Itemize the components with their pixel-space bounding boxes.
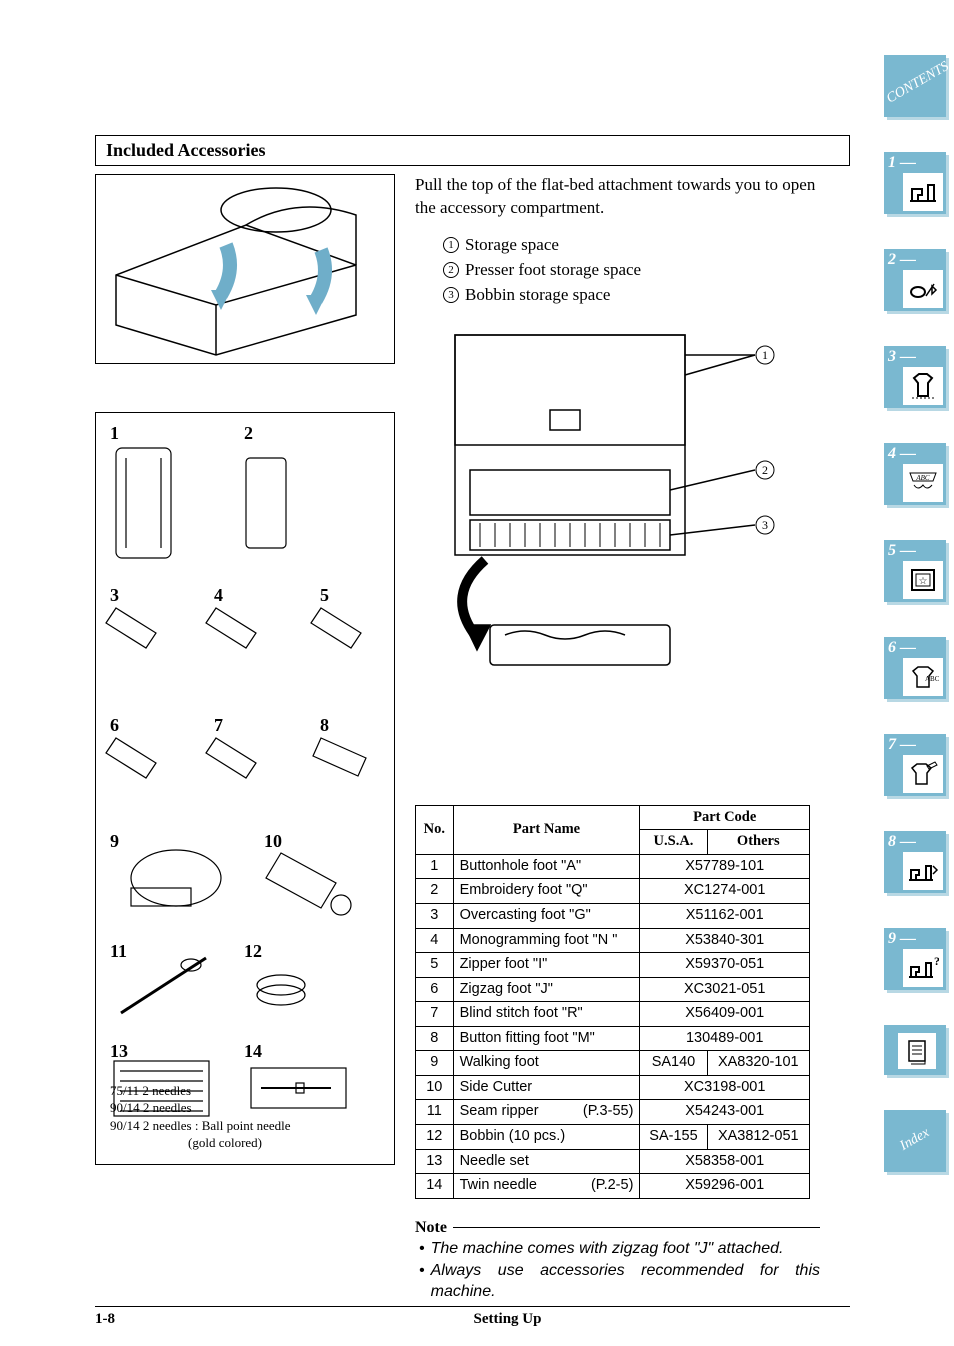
- tab-chapter-9[interactable]: 9 —?!: [884, 928, 946, 990]
- machine-alert-icon: ?!: [903, 949, 943, 987]
- compartment-legend: 1 Storage space 2 Presser foot storage spa…: [443, 234, 820, 307]
- svg-text:1: 1: [762, 348, 768, 362]
- svg-text:2: 2: [762, 463, 768, 477]
- tab-appendix[interactable]: [884, 1025, 946, 1075]
- needle-set-note: 75/11 2 needles 90/14 2 needles 90/14 2 …: [110, 1082, 291, 1152]
- two-column-layout: 1 2 3 4 5 6 7 8 9 10 11 12 13 14: [95, 165, 850, 1303]
- th-others: Others: [707, 830, 809, 855]
- table-row: 13Needle setX58358-001: [416, 1149, 810, 1174]
- tab-chapter-8[interactable]: 8 —: [884, 831, 946, 893]
- th-name: Part Name: [453, 805, 640, 854]
- compartment-diagram: 1 2 3: [415, 325, 810, 685]
- left-column: 1 2 3 4 5 6 7 8 9 10 11 12 13 14: [95, 174, 395, 1303]
- svg-text:ABC: ABC: [915, 474, 930, 482]
- legend-num-1: 1: [443, 237, 459, 253]
- tab-contents-label: CONTENTS: [884, 63, 946, 108]
- page-number: 1-8: [95, 1311, 165, 1328]
- table-row: 2Embroidery foot "Q"XC1274-001: [416, 879, 810, 904]
- tab-chapter-3[interactable]: 3 —: [884, 346, 946, 408]
- tab-chapter-7[interactable]: 7 —: [884, 734, 946, 796]
- page-footer: 1-8 Setting Up: [95, 1306, 850, 1328]
- document-icon: [898, 1033, 936, 1069]
- legend-text-2: Presser foot storage space: [465, 259, 641, 282]
- note-heading: Note: [415, 1217, 447, 1239]
- tab-contents[interactable]: CONTENTS: [884, 55, 946, 117]
- svg-text:?!: ?!: [934, 955, 939, 968]
- section-header: Included Accessories: [95, 135, 850, 165]
- footer-title: Setting Up: [165, 1311, 850, 1328]
- th-usa: U.S.A.: [640, 830, 707, 855]
- legend-num-2: 2: [443, 262, 459, 278]
- tab-index[interactable]: Index: [884, 1110, 946, 1172]
- tab-chapter-6[interactable]: 6 —ABC: [884, 637, 946, 699]
- svg-text:3: 3: [762, 518, 768, 532]
- tshirt-abc-icon: ABC: [903, 658, 943, 696]
- table-row: 10Side CutterXC3198-001: [416, 1075, 810, 1100]
- table-row: 5Zipper foot "I"X59370-051: [416, 953, 810, 978]
- thread-icon: [903, 270, 943, 308]
- side-tabs: CONTENTS 1 — 2 — 3 — 4 —ABC 5 —☆ 6 —ABC …: [884, 55, 954, 1172]
- table-row: 9Walking footSA140XA8320-101: [416, 1051, 810, 1076]
- svg-text:☆: ☆: [919, 576, 928, 587]
- compartment-open-illustration: [95, 174, 395, 364]
- frame-star-icon: ☆: [903, 561, 943, 599]
- table-row: 12Bobbin (10 pcs.)SA-155XA3812-051: [416, 1125, 810, 1150]
- table-row: 14Twin needle(P.2-5)X59296-001: [416, 1174, 810, 1199]
- abc-icon: ABC: [903, 464, 943, 502]
- page-content: Included Accessories: [95, 135, 850, 1303]
- intro-text: Pull the top of the flat-bed attachment …: [415, 174, 820, 220]
- table-row: 11Seam ripper(P.3-55)X54243-001: [416, 1100, 810, 1125]
- accessories-grid: 1 2 3 4 5 6 7 8 9 10 11 12 13 14: [95, 412, 395, 1165]
- note-block: Note The machine comes with zigzag foot …: [415, 1217, 820, 1303]
- tab-chapter-4[interactable]: 4 —ABC: [884, 443, 946, 505]
- tab-chapter-2[interactable]: 2 —: [884, 249, 946, 311]
- table-row: 6Zigzag foot "J"XC3021-051: [416, 977, 810, 1002]
- table-row: 1Buttonhole foot "A"X57789-101: [416, 854, 810, 879]
- table-row: 4Monogramming foot "N "X53840-301: [416, 928, 810, 953]
- table-row: 3Overcasting foot "G"X51162-001: [416, 903, 810, 928]
- tab-index-label: Index: [884, 1118, 946, 1163]
- table-row: 8Button fitting foot "M"130489-001: [416, 1026, 810, 1051]
- sewing-machine-icon: [903, 173, 943, 211]
- note-item-1: The machine comes with zigzag foot "J" a…: [431, 1238, 784, 1260]
- machine-arrow-icon: [903, 852, 943, 890]
- parts-table: No. Part Name Part Code U.S.A. Others 1B…: [415, 805, 810, 1199]
- tshirt-edit-icon: [903, 755, 943, 793]
- legend-text-3: Bobbin storage space: [465, 284, 610, 307]
- th-code: Part Code: [640, 805, 810, 830]
- tab-chapter-1[interactable]: 1 —: [884, 152, 946, 214]
- note-item-2: Always use accessories recommended for t…: [431, 1260, 820, 1303]
- right-column: Pull the top of the flat-bed attachment …: [415, 174, 820, 1303]
- svg-text:ABC: ABC: [925, 675, 939, 683]
- tshirt-icon: [903, 367, 943, 405]
- tab-chapter-5[interactable]: 5 —☆: [884, 540, 946, 602]
- legend-text-1: Storage space: [465, 234, 559, 257]
- th-no: No.: [416, 805, 454, 854]
- table-row: 7Blind stitch foot "R"X56409-001: [416, 1002, 810, 1027]
- legend-num-3: 3: [443, 287, 459, 303]
